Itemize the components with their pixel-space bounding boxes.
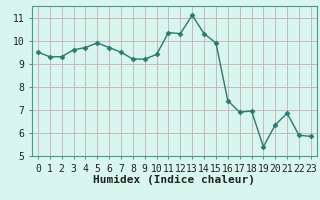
X-axis label: Humidex (Indice chaleur): Humidex (Indice chaleur) <box>93 175 255 185</box>
